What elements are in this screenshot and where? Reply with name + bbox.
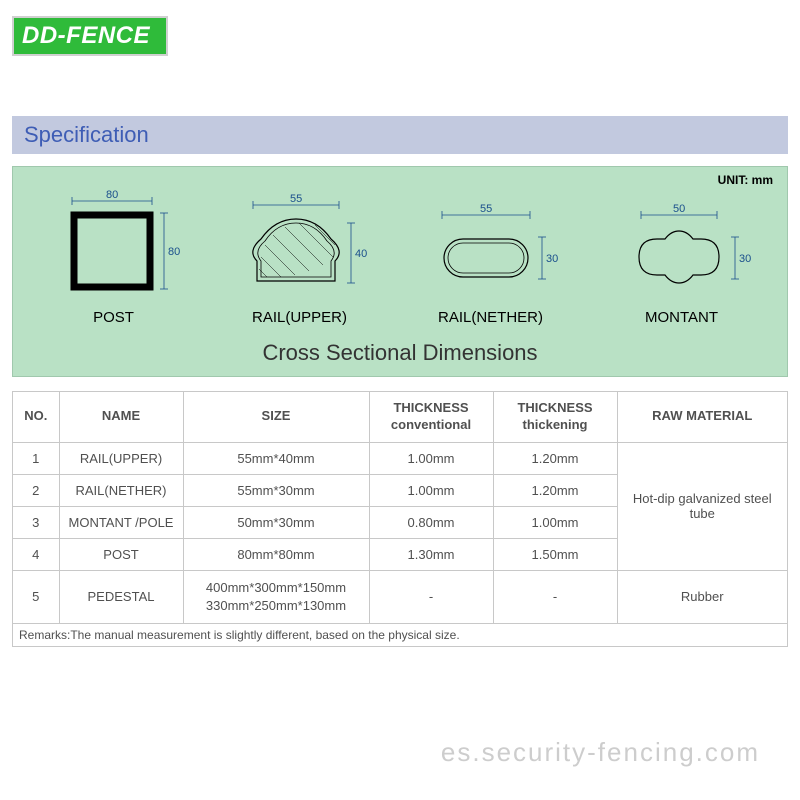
brand-logo: DD-FENCE	[12, 16, 168, 56]
cell-size: 400mm*300mm*150mm 330mm*250mm*130mm	[183, 570, 369, 623]
th-name: NAME	[59, 392, 183, 443]
cell-name: POST	[59, 538, 183, 570]
th-no: NO.	[13, 392, 60, 443]
svg-text:80: 80	[106, 189, 118, 201]
cell-no: 4	[13, 538, 60, 570]
cell-name: PEDESTAL	[59, 570, 183, 623]
unit-label: UNIT: mm	[718, 173, 773, 187]
cell-no: 2	[13, 474, 60, 506]
cell-raw-1-4: Hot-dip galvanized steel tube	[617, 442, 788, 570]
spec-table: NO. NAME SIZE THICKNESS conventional THI…	[12, 391, 788, 624]
svg-text:55: 55	[480, 203, 492, 215]
cell-tc: 1.30mm	[369, 538, 493, 570]
cross-section-title: Cross Sectional Dimensions	[23, 340, 777, 366]
svg-text:55: 55	[290, 193, 302, 205]
table-row: 5 PEDESTAL 400mm*300mm*150mm 330mm*250mm…	[13, 570, 788, 623]
cell-tc: -	[369, 570, 493, 623]
rail-nether-diagram-icon: 55 30	[416, 189, 566, 299]
post-diagram-icon: 80 80	[44, 189, 184, 299]
table-row: 1 RAIL(UPPER) 55mm*40mm 1.00mm 1.20mm Ho…	[13, 442, 788, 474]
watermark: es.security-fencing.com	[441, 737, 760, 768]
cell-name: MONTANT /POLE	[59, 506, 183, 538]
shape-rail-nether: 55 30 RAIL(NETHER)	[416, 189, 566, 326]
shape-montant: 50 30 MONTANT	[607, 189, 757, 326]
cell-tc: 1.00mm	[369, 474, 493, 506]
cell-tu: -	[493, 570, 617, 623]
svg-text:30: 30	[739, 253, 751, 265]
svg-text:50: 50	[673, 203, 685, 215]
cell-raw-5: Rubber	[617, 570, 788, 623]
th-thick-up: THICKNESS thickening	[493, 392, 617, 443]
specification-heading: Specification	[12, 116, 788, 154]
cell-size: 55mm*30mm	[183, 474, 369, 506]
cell-tu: 1.50mm	[493, 538, 617, 570]
cell-tu: 1.00mm	[493, 506, 617, 538]
cell-tu: 1.20mm	[493, 442, 617, 474]
cell-no: 3	[13, 506, 60, 538]
cross-section-panel: UNIT: mm 80 80 POST 55	[12, 166, 788, 377]
shape-post: 80 80 POST	[44, 189, 184, 326]
th-size: SIZE	[183, 392, 369, 443]
svg-text:80: 80	[168, 246, 180, 258]
rail-upper-diagram-icon: 55 40	[225, 189, 375, 299]
shape-montant-label: MONTANT	[645, 309, 718, 326]
cell-size: 55mm*40mm	[183, 442, 369, 474]
shape-rail-upper-label: RAIL(UPPER)	[252, 309, 347, 326]
shapes-row: 80 80 POST 55 40	[23, 181, 777, 330]
cell-tc: 0.80mm	[369, 506, 493, 538]
cell-tc: 1.00mm	[369, 442, 493, 474]
shape-rail-upper: 55 40 RAIL(UPPER)	[225, 189, 375, 326]
shape-rail-nether-label: RAIL(NETHER)	[438, 309, 543, 326]
remarks-text: Remarks:The manual measurement is slight…	[12, 624, 788, 647]
shape-post-label: POST	[93, 309, 134, 326]
svg-text:40: 40	[355, 248, 367, 260]
cell-size: 80mm*80mm	[183, 538, 369, 570]
cell-no: 1	[13, 442, 60, 474]
svg-text:30: 30	[546, 253, 558, 265]
cell-size: 50mm*30mm	[183, 506, 369, 538]
cell-no: 5	[13, 570, 60, 623]
th-thick-conv: THICKNESS conventional	[369, 392, 493, 443]
th-raw: RAW MATERIAL	[617, 392, 788, 443]
montant-diagram-icon: 50 30	[607, 189, 757, 299]
cell-name: RAIL(UPPER)	[59, 442, 183, 474]
cell-name: RAIL(NETHER)	[59, 474, 183, 506]
cell-tu: 1.20mm	[493, 474, 617, 506]
